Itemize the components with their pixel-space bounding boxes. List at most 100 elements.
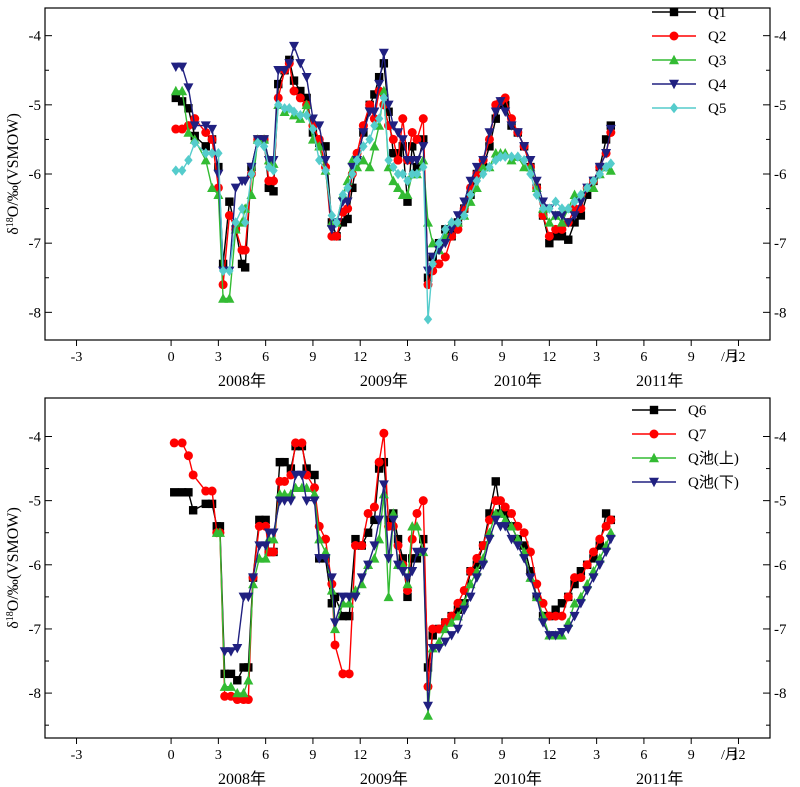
data-point-q-pool-lower [344, 592, 355, 603]
data-point-q4 [563, 218, 574, 228]
data-point-q4 [512, 128, 523, 138]
data-point-q4 [411, 155, 422, 166]
data-point-q6 [310, 470, 319, 480]
data-point-q5 [269, 165, 278, 176]
x-unit-label: /月 [721, 747, 739, 763]
data-point-q7 [363, 508, 373, 518]
x-tick-label: 6 [640, 748, 647, 763]
data-point-q-pool-lower [519, 554, 530, 564]
data-point-q-pool-upper [344, 598, 355, 608]
data-point-q5 [570, 196, 579, 207]
data-point-q-pool-lower [484, 534, 495, 545]
data-point-q-pool-upper [314, 533, 325, 544]
y-tick-label-right: -7 [774, 622, 787, 638]
data-point-q-pool-lower [434, 643, 445, 654]
data-point-q3 [183, 127, 194, 137]
data-point-q1 [501, 100, 510, 110]
data-point-q7 [374, 457, 384, 467]
data-point-q6 [485, 509, 494, 518]
legend-label-q7: Q7 [688, 427, 707, 443]
data-point-q2 [224, 211, 234, 220]
data-point-q6 [601, 509, 611, 518]
data-point-q6 [393, 534, 403, 544]
data-point-q6 [408, 554, 417, 563]
legend-marker-q-pool-upper [649, 452, 659, 463]
data-point-q5 [576, 189, 586, 200]
data-point-q4 [326, 225, 337, 235]
legend-marker-q7 [649, 429, 659, 439]
data-point-q4 [284, 59, 295, 69]
data-point-q4 [471, 162, 482, 173]
data-point-q1 [184, 104, 193, 113]
data-point-q6 [338, 611, 348, 621]
y-tick-label-left: -5 [29, 98, 42, 114]
data-point-q6 [170, 488, 179, 497]
data-point-q2 [412, 134, 422, 144]
x-tick-label: 6 [262, 350, 269, 365]
legend-marker-q4 [669, 79, 679, 90]
data-point-q7 [447, 611, 457, 621]
year-label: 2008年 [218, 770, 266, 787]
data-point-q4 [183, 83, 194, 93]
data-point-q5 [280, 103, 289, 114]
data-point-q5 [177, 165, 187, 176]
data-point-q3 [218, 293, 229, 303]
data-point-q-pool-lower [440, 637, 451, 647]
data-point-q3 [544, 217, 555, 227]
data-point-q4 [525, 155, 536, 166]
data-point-q6 [589, 554, 598, 563]
data-point-q3 [588, 182, 599, 193]
data-point-q6 [261, 515, 270, 525]
data-point-q7 [379, 428, 389, 438]
data-point-q-pool-lower [582, 586, 593, 596]
data-point-q5 [171, 165, 181, 176]
data-point-q4 [289, 41, 300, 52]
data-point-q5 [359, 141, 368, 152]
legend-label-q5: Q5 [708, 101, 726, 117]
data-point-q1 [557, 232, 567, 241]
data-point-q5 [374, 113, 384, 124]
data-point-q4 [495, 97, 506, 107]
data-point-q4 [295, 59, 306, 69]
data-point-q4 [465, 176, 476, 187]
data-point-q5 [441, 224, 450, 235]
data-point-q5 [564, 203, 573, 214]
data-point-q5 [412, 168, 422, 180]
data-point-q1 [576, 211, 586, 220]
data-point-q1 [393, 149, 403, 158]
data-point-q1 [338, 218, 348, 227]
data-point-q4 [500, 107, 511, 117]
y-axis-title: δ18O/‰(VSMOW) [5, 507, 23, 629]
legend-marker-q5 [669, 102, 679, 114]
data-point-q3 [177, 85, 188, 96]
x-tick-label: 9 [309, 350, 316, 365]
data-point-q6 [403, 592, 412, 602]
data-point-q1 [171, 93, 181, 103]
data-point-q4 [452, 211, 463, 221]
data-point-q6 [453, 605, 463, 614]
data-point-q-pool-lower [309, 496, 320, 506]
series-line-q7 [174, 433, 612, 701]
year-label: 2010年 [494, 770, 542, 787]
data-point-q4 [459, 197, 470, 207]
data-point-q6 [379, 457, 389, 467]
data-point-q-pool-lower [232, 643, 243, 654]
data-point-q5 [393, 168, 403, 180]
year-label: 2010年 [494, 372, 542, 390]
data-point-q5 [419, 161, 428, 173]
data-point-q4 [418, 142, 429, 152]
data-point-q5 [551, 196, 560, 207]
data-point-q-pool-lower [531, 592, 542, 603]
data-point-q-pool-upper [397, 559, 408, 569]
data-point-q5 [389, 161, 398, 173]
data-point-q-pool-upper [268, 533, 279, 544]
data-point-q4 [538, 197, 549, 207]
data-point-q2 [393, 155, 403, 165]
data-point-q-pool-upper [434, 636, 445, 646]
data-point-q5 [513, 151, 523, 162]
data-point-q3 [478, 161, 489, 172]
data-point-q-pool-upper [605, 527, 616, 537]
data-point-q-pool-upper [465, 578, 476, 589]
data-point-q5 [231, 217, 240, 228]
data-point-q5 [557, 203, 567, 214]
